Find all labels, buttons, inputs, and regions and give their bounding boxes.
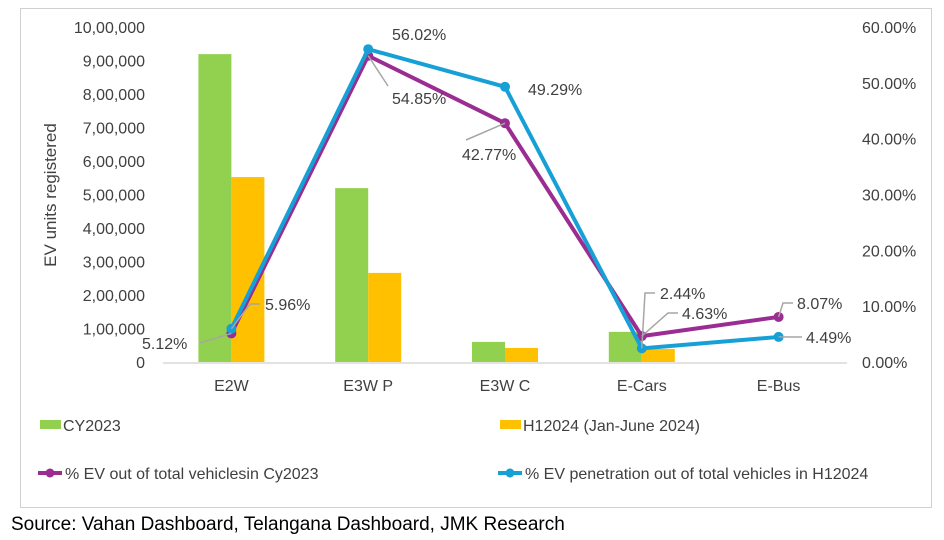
x-tick-label: E-Cars: [617, 378, 667, 395]
bar-h12024: [368, 272, 402, 362]
combo-chart: 0 1,00,000 2,00,000 3,00,000 4,00,000 5,00,00…: [38, 20, 916, 483]
label-leader-line: [465, 122, 506, 141]
label-leader-line: [199, 332, 232, 344]
data-label: 54.85%: [392, 91, 446, 108]
y-tick-label: 6,00,000: [83, 154, 145, 171]
y-tick-label: 1,00,000: [83, 322, 145, 339]
x-tick-label: E-Bus: [757, 378, 801, 395]
y-tick-label: 7,00,000: [83, 121, 145, 138]
chart-frame: [20, 8, 932, 508]
legend-label: H12024 (Jan-June 2024): [523, 418, 700, 435]
data-label: 4.63%: [682, 306, 727, 323]
legend-label: CY2023: [63, 418, 121, 435]
y-axis-label: EV units registered: [41, 123, 60, 267]
y2-tick-label: 0.00%: [862, 355, 907, 372]
y2-tick-label: 30.00%: [862, 188, 916, 205]
y-tick-label: 3,00,000: [83, 255, 145, 272]
y-tick-label: 8,00,000: [83, 87, 145, 104]
bar-cy2023: [472, 341, 505, 362]
y2-tick-label: 60.00%: [862, 20, 916, 37]
line-point: [500, 81, 510, 92]
y2-tick-label: 50.00%: [862, 76, 916, 93]
source-note: Source: Vahan Dashboard, Telangana Dashb…: [11, 514, 565, 535]
y-tick-label: 4,00,000: [83, 221, 145, 238]
data-label: 5.12%: [142, 336, 187, 353]
bar-cy2023: [335, 188, 369, 362]
legend-swatch: [40, 420, 61, 429]
label-leader-line: [230, 303, 260, 330]
y-tick-label: 10,00,000: [74, 20, 145, 37]
data-label: 49.29%: [528, 82, 582, 99]
data-label: 4.49%: [806, 330, 851, 347]
line-h12024-pct: [229, 47, 779, 351]
label-leader-line: [777, 302, 793, 318]
bar-cy2023: [198, 54, 232, 362]
legend-marker: [45, 468, 55, 478]
line-point: [363, 44, 374, 55]
y2-tick-label: 10.00%: [862, 299, 916, 316]
bar-h12024: [641, 348, 675, 362]
legend-label: % EV out of total vehiclesin Cy2023: [65, 466, 319, 483]
y2-tick-label: 40.00%: [862, 132, 916, 149]
bar-h12024: [505, 347, 538, 362]
legend-label: % EV penetration out of total vehicles i…: [525, 466, 868, 483]
y-tick-label: 9,00,000: [83, 54, 145, 71]
y-tick-label: 0: [136, 355, 145, 372]
data-label: 42.77%: [462, 147, 516, 164]
label-leader-line: [641, 312, 678, 337]
y-tick-label: 2,00,000: [83, 288, 145, 305]
legend-swatch: [500, 420, 521, 429]
x-tick-label: E2W: [214, 378, 250, 395]
data-label: 5.96%: [265, 297, 310, 314]
label-leader-line: [641, 292, 655, 349]
data-label: 8.07%: [797, 296, 842, 313]
data-label: 56.02%: [392, 27, 446, 44]
y-tick-label: 5,00,000: [83, 188, 145, 205]
label-leader-line: [367, 55, 389, 87]
y2-tick-label: 20.00%: [862, 243, 916, 260]
data-label: 2.44%: [660, 286, 705, 303]
x-tick-label: E3W C: [480, 378, 531, 395]
legend-marker: [505, 468, 515, 478]
x-tick-label: E3W P: [343, 378, 393, 395]
